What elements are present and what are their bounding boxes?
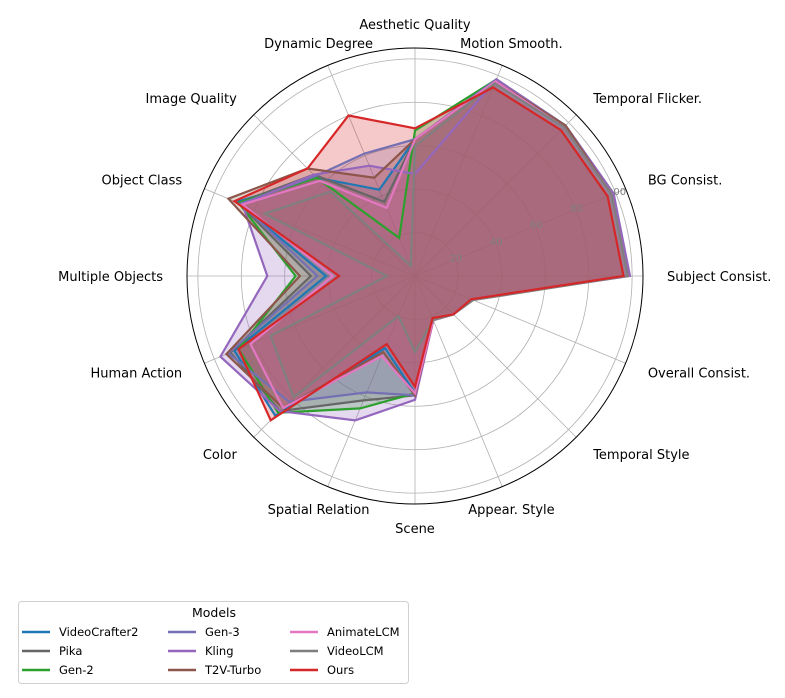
grid-spoke	[414, 275, 503, 487]
axis-label: Appear. Style	[468, 503, 554, 518]
series-layer	[219, 77, 632, 422]
series-fill-pika	[230, 79, 628, 412]
legend-label: T2V-Turbo	[204, 663, 261, 677]
grid-spoke	[327, 65, 416, 277]
grid-spoke	[414, 275, 577, 438]
legend-label: AnimateLCM	[327, 625, 400, 639]
tick-label: 80	[570, 204, 583, 215]
axis-label: Multiple Objects	[58, 270, 163, 285]
series-fill-gen-3	[228, 79, 628, 402]
series-line-videolcm	[261, 82, 630, 400]
tick-label: 100	[607, 187, 626, 198]
legend-label: Gen-3	[205, 625, 240, 639]
series-line-ours	[232, 86, 625, 422]
series-fill-videolcm	[264, 83, 628, 398]
axis-label: Overall Consist.	[648, 366, 750, 381]
outer-frame	[186, 47, 644, 505]
legend-item: VideoLCM	[290, 644, 384, 658]
legend-item: Kling	[168, 644, 234, 658]
series-fill-t2v-turbo	[226, 81, 628, 409]
grid-spoke	[414, 275, 626, 364]
legend-item: AnimateLCM	[290, 625, 400, 639]
series-fill-ours	[234, 87, 624, 421]
tick-label: 20	[450, 253, 463, 264]
series-fill-videocrafter2	[234, 81, 628, 416]
axis-label: Aesthetic Quality	[359, 18, 471, 33]
legend-item: Gen-2	[22, 663, 94, 677]
grid-spoke	[327, 275, 416, 487]
series-fill-gen-2	[238, 79, 628, 413]
axis-label: Dynamic Degree	[264, 37, 373, 52]
legend-item: T2V-Turbo	[168, 663, 261, 677]
axis-label: Temporal Style	[592, 448, 689, 463]
axis-label: Motion Smooth.	[460, 37, 563, 52]
axis-label: Human Action	[90, 366, 182, 381]
legend-label: VideoLCM	[327, 644, 384, 658]
legend-label: Kling	[205, 644, 234, 658]
legend-label: Pika	[59, 644, 82, 658]
series-line-kling	[219, 77, 632, 422]
axis-labels: Aesthetic Quality Motion Smooth. Temporal …	[58, 18, 771, 537]
tick-label: 40	[490, 237, 503, 248]
axis-label: Subject Consist.	[667, 270, 771, 285]
grid-spoke	[414, 188, 626, 277]
radial-tick-labels: 20 40 60 80 100	[450, 187, 626, 264]
series-fill-animatelcm	[242, 81, 628, 409]
axis-label: BG Consist.	[648, 174, 723, 189]
axis-label: Scene	[395, 522, 435, 537]
legend-frame	[18, 601, 409, 684]
legend-item: Ours	[290, 663, 354, 677]
legend-label: VideoCrafter2	[59, 625, 139, 639]
axis-label: Spatial Relation	[268, 503, 370, 518]
legend-title: Models	[192, 605, 236, 620]
series-fill-kling	[220, 79, 630, 421]
legend-item: Pika	[22, 644, 82, 658]
legend-item: VideoCrafter2	[22, 625, 139, 639]
grid-spoke	[414, 65, 503, 277]
axis-label: Temporal Flicker.	[592, 92, 702, 107]
axis-label: Object Class	[101, 174, 182, 189]
axis-label: Color	[203, 448, 238, 463]
legend-label: Gen-2	[59, 663, 94, 677]
tick-label: 60	[530, 220, 543, 231]
legend-label: Ours	[327, 663, 354, 677]
axis-label: Image Quality	[145, 92, 237, 107]
legend: Models VideoCrafter2 Pika Gen-2 Gen-3 Kling T…	[18, 601, 409, 684]
legend-item: Gen-3	[168, 625, 240, 639]
grid-spoke	[414, 114, 577, 277]
